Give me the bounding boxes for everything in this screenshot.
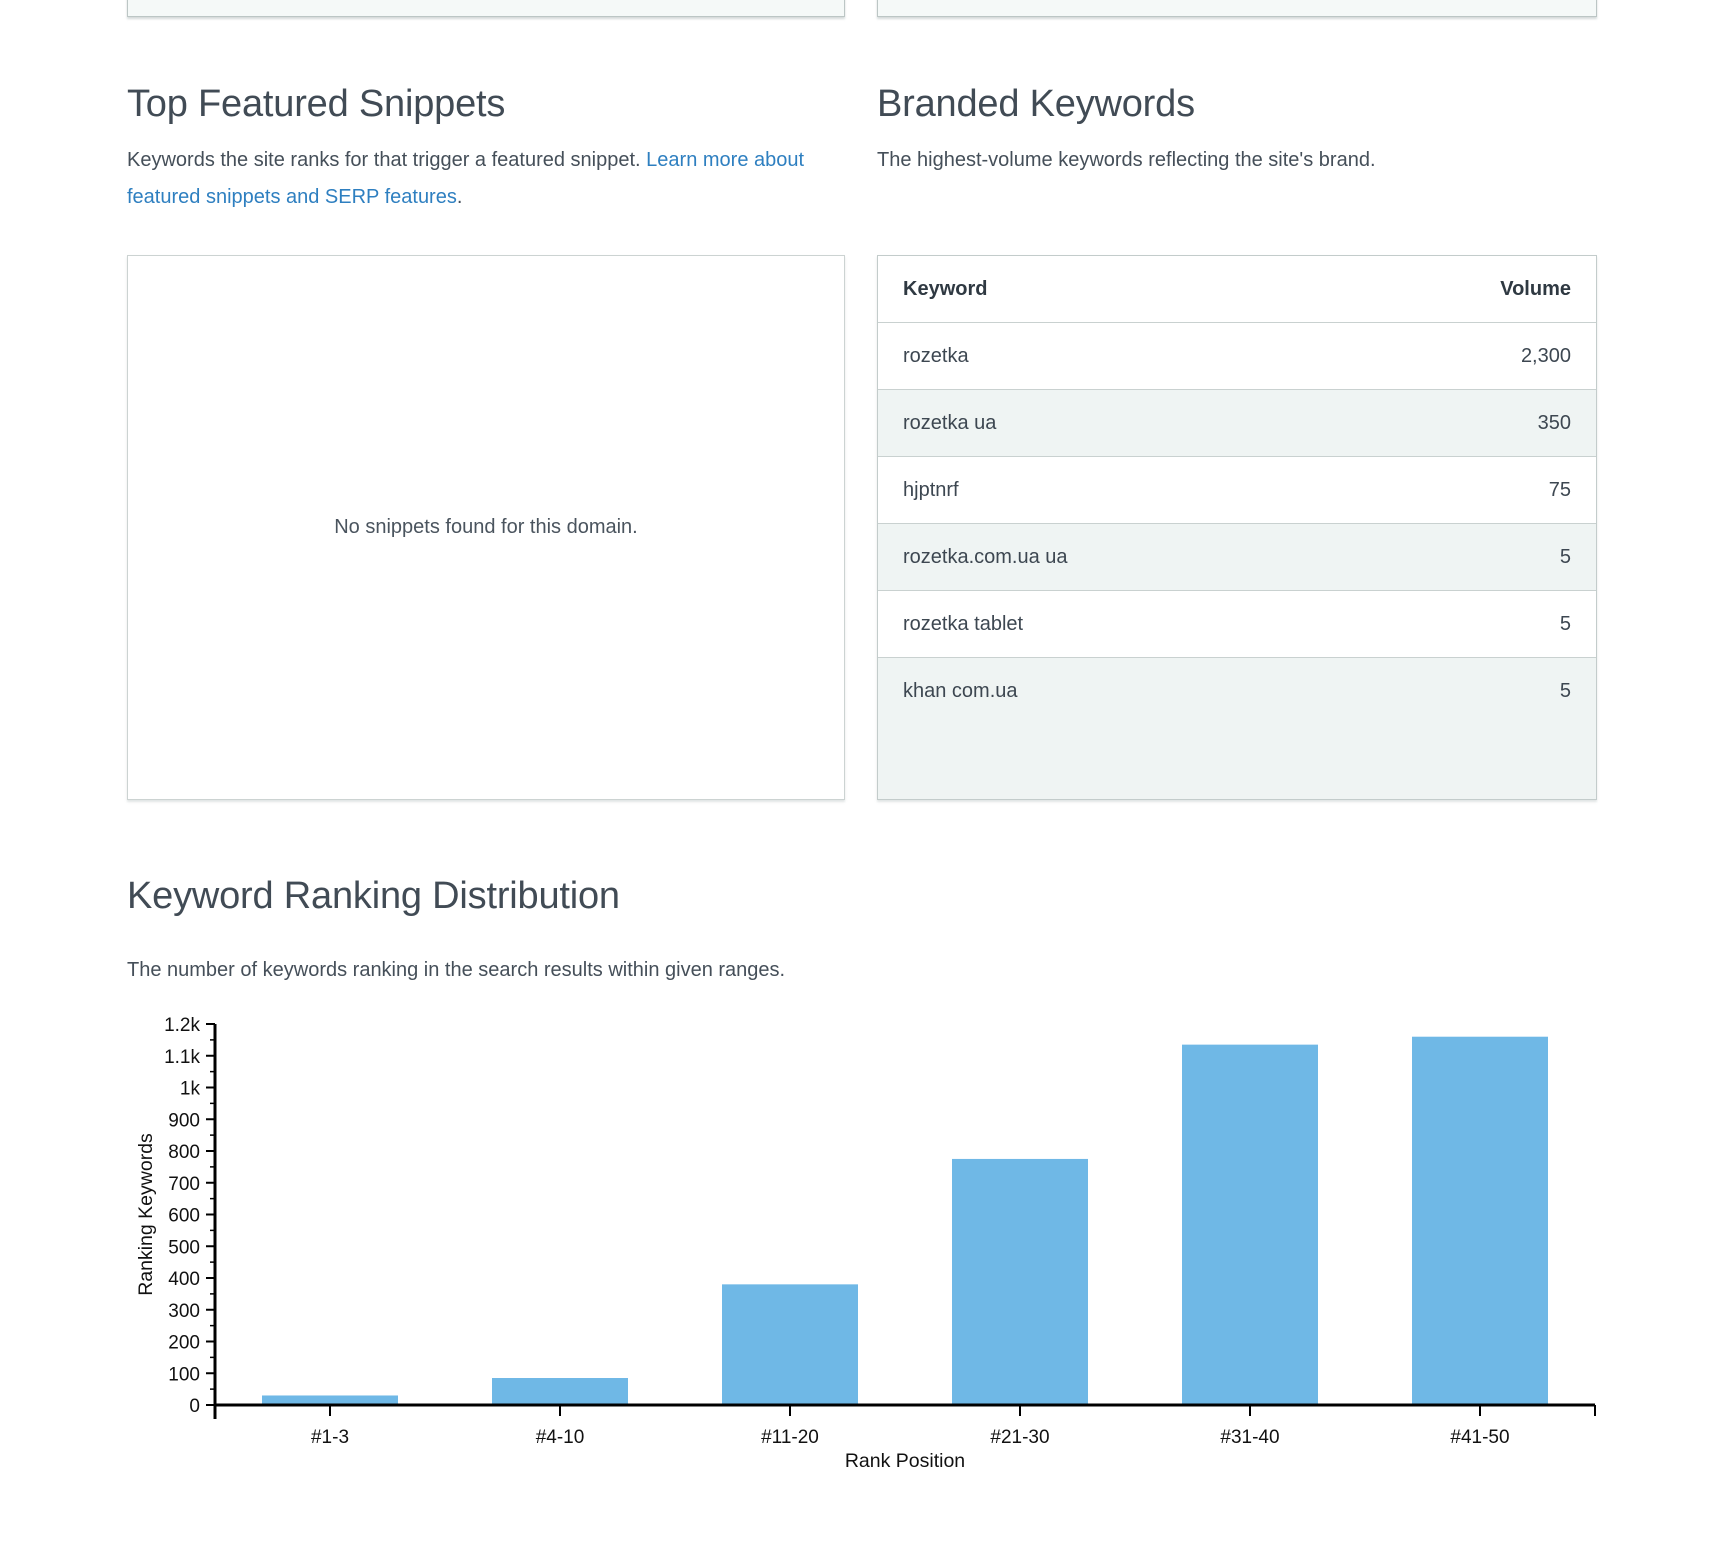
- branded-keywords-table: Keyword Volume rozetka 2,300 rozetka ua 350…: [877, 255, 1597, 800]
- keyword-row: rozetka 2,300: [878, 323, 1596, 390]
- chart-text: #11-20: [761, 1427, 819, 1448]
- bar-#31-40: [1182, 1044, 1318, 1405]
- chart-text: 1k: [180, 1079, 201, 1100]
- bar-#41-50: [1412, 1036, 1548, 1405]
- chart-text: 500: [168, 1237, 200, 1258]
- keyword-row: khan com.ua 5: [878, 658, 1596, 725]
- bar-chart-canvas: 0 100 200 300 400 500 600 700 800 900 1k 1.1k 1.2k #1…: [135, 1015, 1596, 1472]
- chart-text: 400: [168, 1269, 200, 1290]
- ranking-distribution-description: The number of keywords ranking in the se…: [127, 959, 786, 981]
- branded-keywords-title: Branded Keywords: [877, 83, 1195, 125]
- keyword-row: rozetka.com.ua ua 5: [878, 524, 1596, 591]
- chart-text: Rank Position: [845, 1450, 965, 1472]
- keyword-row: rozetka ua 350: [878, 390, 1596, 457]
- chart-text: 700: [168, 1174, 200, 1195]
- chart-text: 200: [168, 1333, 200, 1354]
- branded-keywords-table-header: Keyword Volume: [878, 256, 1596, 323]
- keyword-cell: khan com.ua: [903, 680, 1018, 702]
- volume-cell: 350: [1537, 411, 1571, 434]
- keyword-cell: rozetka.com.ua ua: [903, 545, 1068, 568]
- cutoff-table-left: [127, 0, 845, 17]
- volume-cell: 5: [1559, 612, 1571, 635]
- volume-cell: 5: [1559, 545, 1571, 568]
- ranking-distribution-chart: 0 100 200 300 400 500 600 700 800 900 1k 1.1k 1.2k #1…: [0, 995, 1732, 1515]
- featured-snippets-description-period: .: [456, 186, 463, 208]
- featured-snippets-empty-box: No snippets found for this domain.: [127, 255, 845, 800]
- branded-keywords-section: Branded Keywords The highest-volume keyw…: [877, 80, 1597, 179]
- chart-text: 300: [168, 1301, 200, 1322]
- chart-text: 100: [168, 1364, 200, 1385]
- column-header-keyword: Keyword: [903, 277, 988, 300]
- table-filler: [878, 725, 1596, 799]
- bar-#11-20: [722, 1284, 858, 1405]
- ranking-distribution-title: Keyword Ranking Distribution: [127, 875, 620, 917]
- featured-snippets-section: Top Featured Snippets Keywords the site …: [127, 80, 845, 216]
- chart-text: #4-10: [536, 1427, 585, 1448]
- bar-#1-3: [262, 1395, 398, 1405]
- featured-snippets-title: Top Featured Snippets: [127, 83, 506, 125]
- volume-cell: 5: [1559, 680, 1571, 702]
- chart-text: 1.2k: [164, 1015, 200, 1036]
- keyword-row: rozetka tablet 5: [878, 591, 1596, 658]
- chart-text: 800: [168, 1142, 200, 1163]
- bar-#21-30: [952, 1158, 1088, 1405]
- featured-snippets-description-text: Keywords the site ranks for that trigger…: [127, 149, 647, 171]
- column-header-volume: Volume: [1500, 277, 1571, 300]
- keyword-row: hjptnrf 75: [878, 457, 1596, 524]
- bar-#4-10: [492, 1378, 628, 1405]
- no-snippets-message: No snippets found for this domain.: [334, 516, 638, 538]
- featured-snippets-learn-more-link[interactable]: Learn more about featured snippets and S…: [127, 149, 805, 208]
- y-axis-label: Ranking Keywords: [135, 1133, 157, 1296]
- chart-text: #21-30: [990, 1427, 1049, 1448]
- keyword-cell: hjptnrf: [903, 478, 959, 501]
- chart-text: #1-3: [311, 1427, 349, 1448]
- keyword-cell: rozetka ua: [903, 411, 997, 434]
- ranking-distribution-section: Keyword Ranking Distribution: [127, 872, 620, 920]
- volume-cell: 2,300: [1520, 344, 1571, 367]
- chart-text: #31-40: [1220, 1427, 1279, 1448]
- featured-snippets-description: Keywords the site ranks for that trigger…: [127, 142, 845, 216]
- keyword-cell: rozetka: [903, 344, 969, 367]
- chart-text: 1.1k: [164, 1047, 200, 1068]
- chart-text: 0: [189, 1396, 200, 1417]
- cutoff-table-right: [877, 0, 1597, 17]
- chart-text: 600: [168, 1206, 200, 1227]
- chart-text: 900: [168, 1110, 200, 1131]
- chart-text: #41-50: [1450, 1427, 1509, 1448]
- volume-cell: 75: [1548, 478, 1571, 501]
- keyword-cell: rozetka tablet: [903, 612, 1024, 635]
- branded-keywords-description: The highest-volume keywords reflecting t…: [877, 149, 1376, 171]
